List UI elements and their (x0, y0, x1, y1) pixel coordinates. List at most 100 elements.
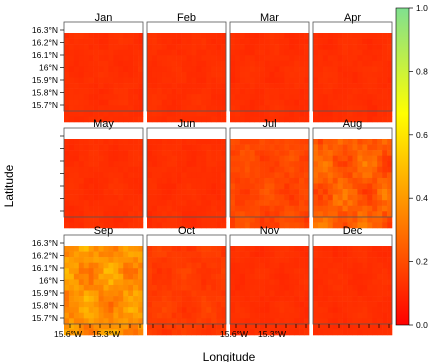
heatmap-cell (322, 166, 329, 173)
heatmap-cell (68, 177, 75, 184)
heatmap-cell (221, 329, 227, 336)
heatmap-cell (186, 88, 192, 95)
heatmap-cell (274, 301, 280, 308)
heatmap-cell (171, 49, 177, 56)
heatmap-cell (73, 177, 80, 184)
heatmap-cell (128, 183, 134, 190)
heatmap-cell (123, 139, 129, 145)
heatmap-cell (211, 49, 217, 56)
heatmap-cell (166, 77, 172, 84)
heatmap-cell (317, 88, 324, 95)
heatmap-cell (274, 222, 280, 229)
heatmap-cell (83, 211, 89, 218)
heatmap-cell (342, 262, 348, 269)
heatmap-cell (347, 194, 353, 201)
heatmap-cell (161, 60, 168, 67)
heatmap-cell (151, 257, 158, 263)
heatmap-cell (186, 183, 192, 190)
heatmap-cell (98, 251, 104, 258)
heatmap-cell (108, 33, 114, 39)
heatmap-cell (372, 262, 378, 269)
heatmap-cell (113, 94, 119, 101)
heatmap-cell (133, 139, 139, 145)
heatmap-cell (166, 273, 172, 280)
heatmap-cell (68, 216, 75, 223)
heatmap-cell (367, 296, 373, 302)
heatmap-cell (289, 329, 295, 336)
heatmap-cell (259, 155, 265, 162)
heatmap-cell (387, 307, 393, 314)
heatmap-cell (327, 155, 334, 162)
heatmap-cell (264, 257, 270, 263)
heatmap-cell (151, 279, 158, 286)
heatmap-cell (234, 38, 241, 45)
heatmap-cell (133, 183, 139, 190)
heatmap-cell (118, 262, 124, 269)
heatmap-cell (362, 222, 368, 229)
heatmap-cell (352, 257, 358, 263)
heatmap-cell (156, 216, 163, 223)
heatmap-cell (128, 246, 134, 252)
heatmap-cell (289, 284, 295, 291)
heatmap-cell (239, 262, 246, 269)
heatmap-cell (113, 105, 119, 112)
heatmap-cell (230, 183, 236, 190)
heatmap-cell (73, 216, 80, 223)
heatmap-cell (274, 189, 280, 195)
heatmap-cell (347, 318, 353, 325)
heatmap-cell (357, 38, 363, 45)
heatmap-cell (211, 246, 217, 252)
heatmap-cell (216, 177, 222, 184)
heatmap-cell (93, 290, 99, 297)
heatmap-cell (98, 71, 104, 78)
heatmap-cell (372, 139, 378, 145)
heatmap-cell (118, 105, 124, 112)
heatmap-cell (382, 155, 388, 162)
heatmap-cell (347, 222, 353, 229)
heatmap-cell (128, 329, 134, 336)
heatmap-cell (216, 172, 222, 179)
heatmap-cell (372, 144, 378, 151)
heatmap-cell (269, 290, 275, 297)
heatmap-cell (322, 177, 329, 184)
heatmap-cell (244, 290, 251, 297)
heatmap-cell (322, 77, 329, 84)
heatmap-cell (249, 110, 255, 117)
heatmap-cell (138, 246, 144, 252)
heatmap-cell (108, 150, 114, 156)
heatmap-cell (138, 38, 144, 45)
heatmap-cell (151, 211, 158, 218)
heatmap-cell (230, 329, 236, 336)
heatmap-cell (147, 284, 153, 291)
heatmap-cell (83, 150, 89, 156)
heatmap-cell (357, 301, 363, 308)
heatmap-cell (161, 77, 168, 84)
heatmap-cell (118, 99, 124, 106)
heatmap-cell (372, 290, 378, 297)
heatmap-cell (83, 139, 89, 145)
heatmap-cell (211, 66, 217, 73)
heatmap-cell (239, 110, 246, 117)
heatmap-cell (249, 116, 255, 123)
heatmap-cell (372, 205, 378, 212)
heatmap-cell (342, 172, 348, 179)
heatmap-cell (352, 55, 358, 62)
heatmap-cell (186, 66, 192, 73)
heatmap-cell (367, 290, 373, 297)
heatmap-cell (133, 38, 139, 45)
heatmap-cell (161, 284, 168, 291)
heatmap-cell (289, 211, 295, 218)
heatmap-cell (249, 318, 255, 325)
heatmap-cell (269, 216, 275, 223)
heatmap-cell (234, 318, 241, 325)
heatmap-cell (249, 38, 255, 45)
heatmap-cell (176, 71, 182, 78)
heatmap-cell (221, 312, 227, 319)
heatmap-cell (196, 312, 202, 319)
heatmap-cell (244, 273, 251, 280)
heatmap-cell (254, 110, 260, 117)
heatmap-cell (176, 88, 182, 95)
heatmap-cell (322, 44, 329, 50)
heatmap-cell (352, 161, 358, 168)
heatmap-cell (64, 110, 70, 117)
